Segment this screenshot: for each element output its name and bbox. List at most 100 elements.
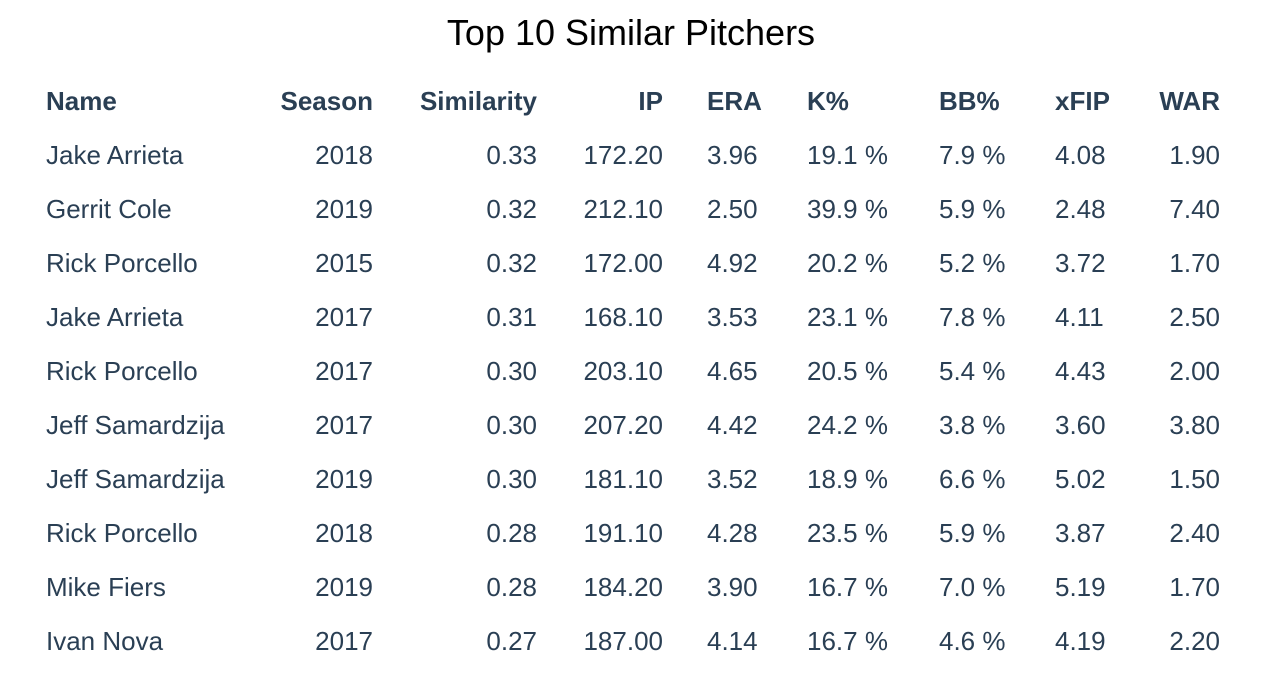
- table-row: Rick Porcello 2017 0.30 203.10 4.65 20.5 % 5.4…: [24, 344, 1242, 398]
- table-row: Jake Arrieta 2018 0.33 172.20 3.96 19.1 % 7.9 …: [24, 128, 1242, 182]
- cell-season: 2019: [315, 463, 373, 494]
- cell-era: 3.90: [707, 571, 758, 602]
- cell-xfip: 3.72: [1055, 247, 1106, 278]
- cell-era: 4.65: [707, 355, 758, 386]
- cell-similarity: 0.30: [486, 463, 537, 494]
- column-header-era: ERA: [707, 85, 762, 116]
- cell-name: Jeff Samardzija: [46, 409, 225, 440]
- column-header-ip: IP: [638, 85, 663, 116]
- cell-name: Ivan Nova: [46, 625, 164, 656]
- cell-era: 4.14: [707, 625, 758, 656]
- cell-season: 2017: [315, 301, 373, 332]
- cell-k-pct: 24.2 %: [807, 409, 888, 440]
- cell-war: 1.70: [1169, 571, 1220, 602]
- table-row: Jake Arrieta 2017 0.31 168.10 3.53 23.1 % 7.8 …: [24, 290, 1242, 344]
- cell-era: 4.92: [707, 247, 758, 278]
- cell-era: 4.28: [707, 517, 758, 548]
- cell-similarity: 0.30: [486, 409, 537, 440]
- cell-season: 2018: [315, 517, 373, 548]
- cell-xfip: 4.11: [1055, 301, 1104, 332]
- cell-season: 2019: [315, 571, 373, 602]
- similar-pitchers-table: Name Season Similarity IP ERA K% BB% xFIP WAR Ja…: [24, 74, 1242, 668]
- cell-xfip: 4.43: [1055, 355, 1106, 386]
- cell-bb-pct: 4.6 %: [939, 625, 1006, 656]
- cell-similarity: 0.31: [486, 301, 537, 332]
- cell-xfip: 5.19: [1055, 571, 1106, 602]
- cell-season: 2017: [315, 625, 373, 656]
- cell-ip: 172.20: [583, 139, 663, 170]
- cell-similarity: 0.33: [486, 139, 537, 170]
- cell-war: 3.80: [1169, 409, 1220, 440]
- cell-ip: 207.20: [583, 409, 663, 440]
- table-row: Rick Porcello 2015 0.32 172.00 4.92 20.2 % 5.2…: [24, 236, 1242, 290]
- cell-name: Jake Arrieta: [46, 139, 184, 170]
- cell-season: 2017: [315, 409, 373, 440]
- cell-war: 2.40: [1169, 517, 1220, 548]
- cell-bb-pct: 5.2 %: [939, 247, 1006, 278]
- column-header-similarity: Similarity: [419, 85, 537, 116]
- cell-similarity: 0.28: [486, 571, 537, 602]
- cell-xfip: 2.48: [1055, 193, 1106, 224]
- cell-similarity: 0.28: [486, 517, 537, 548]
- cell-era: 3.53: [707, 301, 758, 332]
- cell-war: 1.90: [1169, 139, 1220, 170]
- cell-war: 2.00: [1169, 355, 1220, 386]
- cell-bb-pct: 3.8 %: [939, 409, 1006, 440]
- cell-ip: 191.10: [583, 517, 663, 548]
- table-row: Gerrit Cole 2019 0.32 212.10 2.50 39.9 % 5.9 %…: [24, 182, 1242, 236]
- cell-k-pct: 18.9 %: [807, 463, 888, 494]
- cell-k-pct: 20.5 %: [807, 355, 888, 386]
- cell-ip: 212.10: [583, 193, 663, 224]
- cell-k-pct: 23.5 %: [807, 517, 888, 548]
- cell-k-pct: 16.7 %: [807, 625, 888, 656]
- column-header-name: Name: [46, 85, 117, 116]
- cell-season: 2017: [315, 355, 373, 386]
- cell-era: 2.50: [707, 193, 758, 224]
- cell-similarity: 0.27: [486, 625, 537, 656]
- cell-bb-pct: 6.6 %: [939, 463, 1006, 494]
- table-row: Rick Porcello 2018 0.28 191.10 4.28 23.5 % 5.9…: [24, 506, 1242, 560]
- table-row: Mike Fiers 2019 0.28 184.20 3.90 16.7 % 7.0 % 5…: [24, 560, 1242, 614]
- cell-name: Rick Porcello: [46, 517, 198, 548]
- cell-ip: 172.00: [583, 247, 663, 278]
- cell-xfip: 3.60: [1055, 409, 1106, 440]
- cell-ip: 168.10: [583, 301, 663, 332]
- cell-season: 2018: [315, 139, 373, 170]
- cell-xfip: 4.19: [1055, 625, 1106, 656]
- cell-name: Rick Porcello: [46, 355, 198, 386]
- column-header-bb-pct: BB%: [939, 85, 1000, 116]
- cell-name: Rick Porcello: [46, 247, 198, 278]
- cell-bb-pct: 7.0 %: [939, 571, 1006, 602]
- cell-xfip: 4.08: [1055, 139, 1106, 170]
- cell-bb-pct: 7.9 %: [939, 139, 1006, 170]
- cell-similarity: 0.32: [486, 247, 537, 278]
- cell-era: 4.42: [707, 409, 758, 440]
- cell-ip: 184.20: [583, 571, 663, 602]
- cell-bb-pct: 5.4 %: [939, 355, 1006, 386]
- cell-war: 1.50: [1169, 463, 1220, 494]
- header-row: Name Season Similarity IP ERA K% BB% xFIP WAR: [24, 74, 1242, 128]
- cell-season: 2015: [315, 247, 373, 278]
- cell-k-pct: 16.7 %: [807, 571, 888, 602]
- column-header-season: Season: [280, 85, 374, 116]
- cell-bb-pct: 5.9 %: [939, 193, 1006, 224]
- cell-ip: 203.10: [583, 355, 663, 386]
- cell-name: Mike Fiers: [46, 571, 166, 602]
- cell-similarity: 0.32: [486, 193, 537, 224]
- cell-xfip: 3.87: [1055, 517, 1106, 548]
- cell-name: Jake Arrieta: [46, 301, 184, 332]
- cell-k-pct: 39.9 %: [807, 193, 888, 224]
- table-row: Jeff Samardzija 2019 0.30 181.10 3.52 18.9 % 6…: [24, 452, 1242, 506]
- cell-bb-pct: 5.9 %: [939, 517, 1006, 548]
- cell-era: 3.52: [707, 463, 758, 494]
- cell-name: Jeff Samardzija: [46, 463, 225, 494]
- cell-k-pct: 23.1 %: [807, 301, 888, 332]
- cell-war: 2.50: [1169, 301, 1220, 332]
- cell-xfip: 5.02: [1055, 463, 1106, 494]
- column-header-war: WAR: [1159, 85, 1220, 116]
- cell-era: 3.96: [707, 139, 758, 170]
- cell-k-pct: 20.2 %: [807, 247, 888, 278]
- cell-k-pct: 19.1 %: [807, 139, 888, 170]
- cell-ip: 187.00: [583, 625, 663, 656]
- cell-bb-pct: 7.8 %: [939, 301, 1006, 332]
